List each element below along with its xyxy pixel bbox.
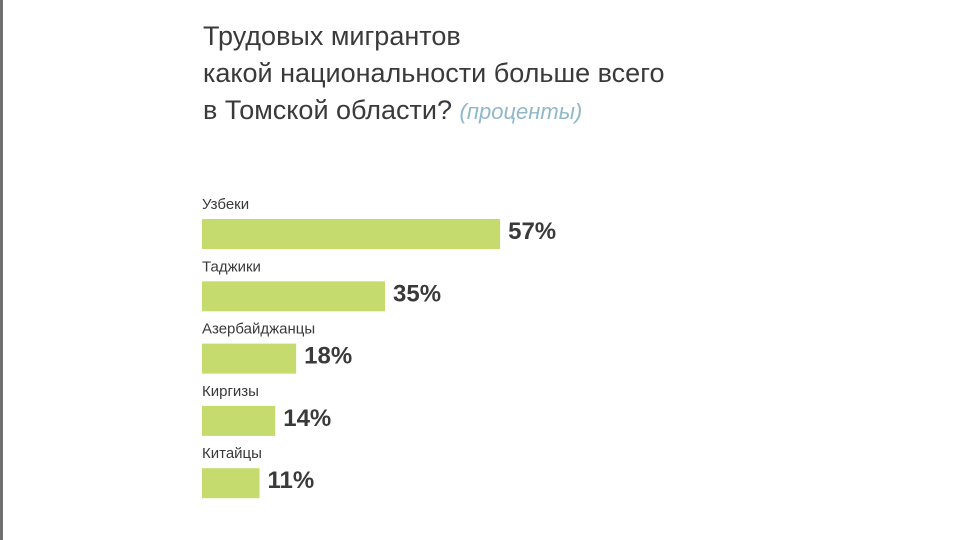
category-label: Азербайджанцы bbox=[202, 321, 315, 338]
bar bbox=[202, 343, 297, 374]
bar bbox=[202, 281, 386, 312]
value-label: 57% bbox=[508, 218, 556, 245]
category-label: Китайцы bbox=[202, 445, 262, 462]
left-edge-divider bbox=[0, 0, 3, 540]
chart-title: Трудовых мигрантов какой национальности … bbox=[203, 18, 664, 130]
category-label: Узбеки bbox=[202, 196, 249, 213]
title-line-2: какой национальности больше всего bbox=[203, 58, 665, 88]
value-label: 11% bbox=[268, 467, 315, 494]
value-label: 35% bbox=[393, 280, 441, 307]
bar bbox=[202, 219, 501, 249]
value-label: 14% bbox=[283, 405, 331, 432]
bar bbox=[202, 468, 260, 499]
bar bbox=[202, 405, 276, 436]
category-label: Киргизы bbox=[202, 383, 259, 400]
title-line-3: в Томской области? bbox=[203, 95, 453, 125]
title-line-1: Трудовых мигрантов bbox=[203, 21, 461, 51]
category-label: Таджики bbox=[202, 258, 261, 275]
value-label: 18% bbox=[304, 343, 352, 370]
title-unit: (проценты) bbox=[459, 99, 583, 124]
